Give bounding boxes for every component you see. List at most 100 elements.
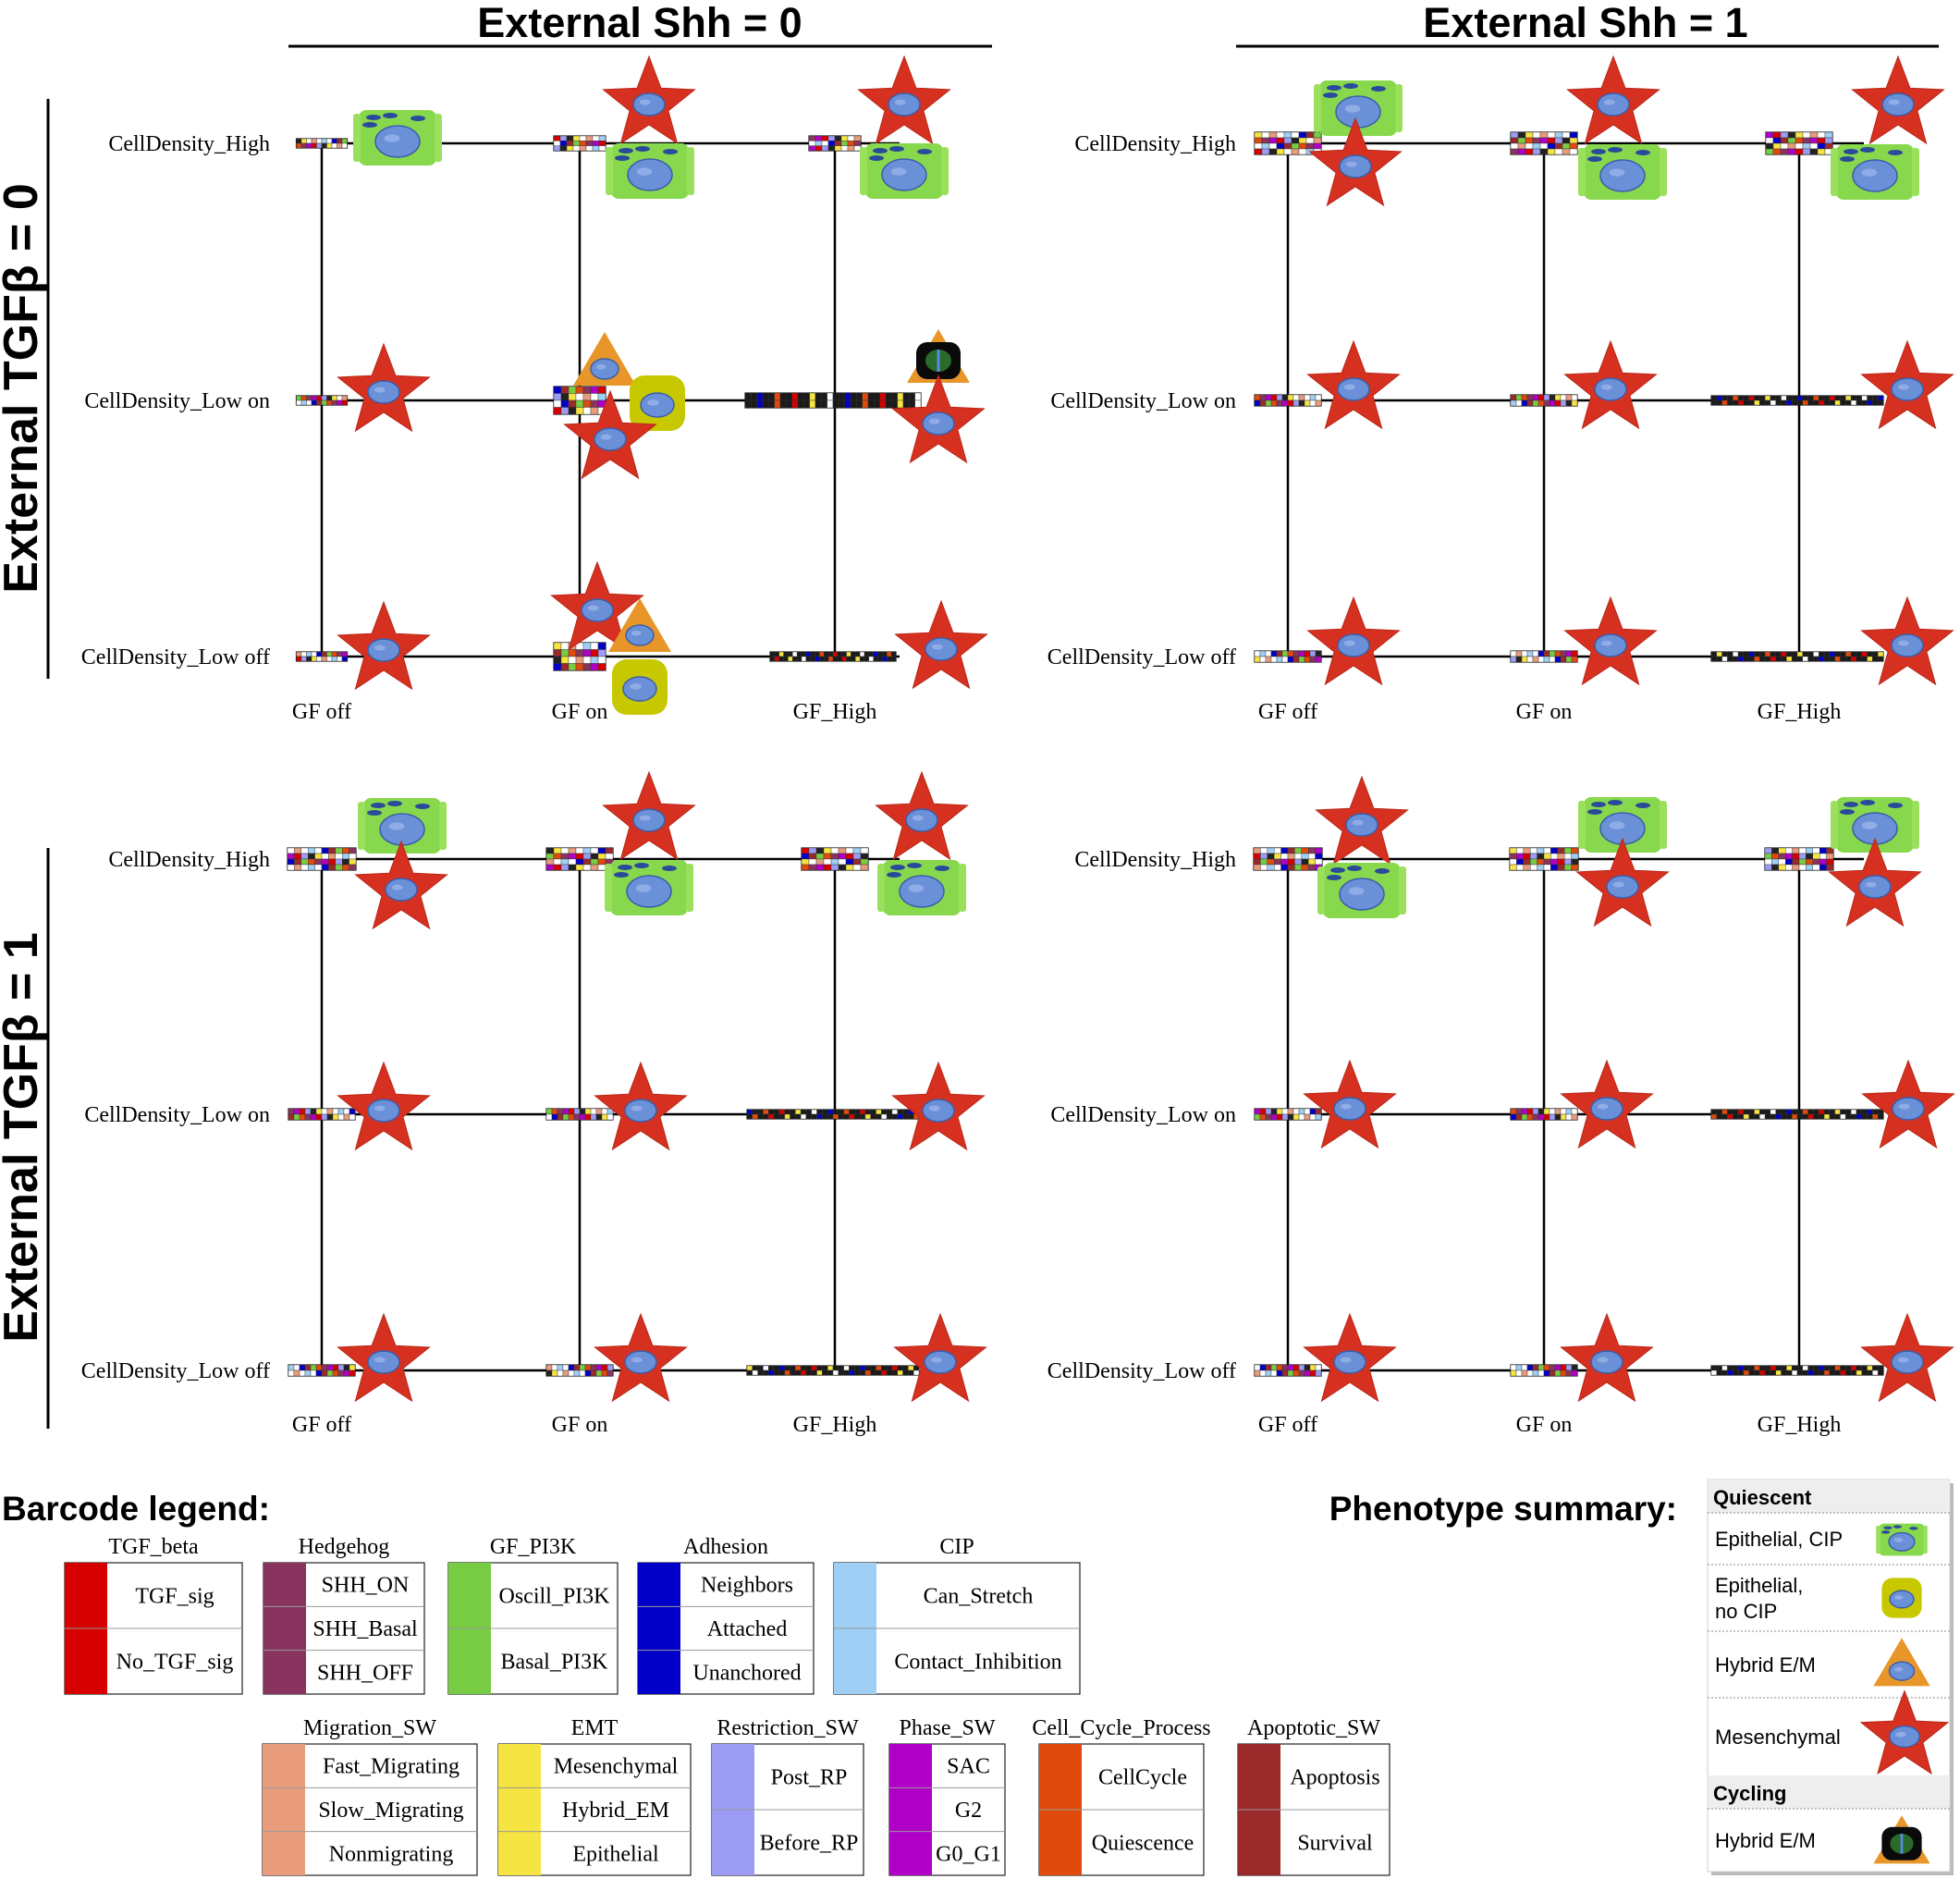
- barcode-cell: [560, 656, 570, 664]
- barcode-cell: [1292, 1369, 1300, 1377]
- barcode-cell: [1515, 656, 1523, 663]
- barcode-cell: [1273, 864, 1281, 871]
- barcode-cell: [1301, 864, 1309, 871]
- junction-shape: [1888, 803, 1903, 808]
- barcode-cell: [343, 1364, 350, 1371]
- barcode-cell: [1298, 656, 1305, 663]
- barcode-cell: [1829, 1113, 1835, 1120]
- state-node: [1254, 80, 1403, 207]
- barcode-cell: [1298, 131, 1307, 139]
- barcode-cell: [553, 393, 562, 401]
- barcode-cell: [897, 392, 904, 401]
- barcode-cell: [573, 1113, 581, 1121]
- barcode-cell: [815, 858, 825, 866]
- barcode-cell: [1532, 137, 1541, 144]
- barcode-cell: [575, 407, 584, 415]
- barcode-cell: [1867, 399, 1873, 406]
- gf-label: GF off: [292, 700, 351, 724]
- nucleus-highlight: [1345, 161, 1357, 167]
- barcode-cell: [332, 1369, 339, 1377]
- barcode-cell: [1569, 137, 1578, 144]
- barcode-cell: [1754, 395, 1760, 401]
- barcode-cell: [1287, 858, 1295, 866]
- barcode-cell: [1569, 131, 1578, 139]
- barcode-cell: [326, 656, 333, 662]
- barcode-cell: [1737, 1369, 1745, 1376]
- barcode-cell: [294, 847, 301, 854]
- barcode-cell: [1537, 1113, 1545, 1121]
- junction-shape: [618, 865, 632, 870]
- barcode-cell: [1571, 656, 1578, 663]
- barcode-cell: [1759, 1369, 1766, 1376]
- barcode-cell: [1516, 858, 1525, 866]
- barcode-glyph: [808, 135, 862, 152]
- barcode-cell: [1856, 651, 1862, 657]
- barcode-cell: [886, 1365, 893, 1371]
- barcode-cell: [1304, 394, 1311, 401]
- barcode-cell: [774, 392, 781, 401]
- junction-shape: [614, 872, 629, 878]
- barcode-cell: [784, 1369, 790, 1376]
- barcode-cell: [876, 1369, 882, 1376]
- barcode-cell: [1840, 1365, 1846, 1371]
- barcode-cell: [1802, 142, 1811, 150]
- barcode-cell: [1554, 1113, 1562, 1121]
- barcode-cell: [553, 847, 562, 854]
- barcode-cell: [859, 656, 865, 662]
- barcode-cell: [1521, 656, 1528, 663]
- barcode-cell: [1737, 656, 1745, 662]
- barcode-cell: [590, 656, 599, 664]
- barcode-cell: [1856, 656, 1862, 662]
- barcode-cell: [1569, 148, 1578, 155]
- state-node: [769, 599, 988, 690]
- legend-state-label: Oscill_PI3K: [499, 1585, 611, 1609]
- barcode-cell: [1850, 656, 1857, 662]
- cell-edge-shape: [1831, 801, 1838, 849]
- barcode-cell: [1819, 853, 1827, 860]
- state-node: [801, 770, 969, 915]
- barcode-cell: [803, 399, 810, 409]
- barcode-cell: [1283, 142, 1292, 150]
- barcode-cell: [1537, 656, 1545, 663]
- barcode-cell: [823, 858, 832, 866]
- state-node: [1765, 55, 1945, 200]
- barcode-cell: [1812, 847, 1820, 854]
- barcode-cell: [815, 847, 825, 854]
- barcode-glyph: [1765, 131, 1833, 155]
- barcode-cell: [1754, 1113, 1760, 1120]
- barcode-cell: [1276, 650, 1283, 657]
- barcode-cell: [1872, 1369, 1879, 1376]
- barcode-glyph: [746, 1365, 920, 1376]
- cell-edge-shape: [1876, 1525, 1880, 1554]
- barcode-cell: [597, 656, 606, 664]
- barcode-cell: [1315, 858, 1323, 866]
- barcode-cell: [881, 1109, 888, 1115]
- barcode-cell: [791, 392, 799, 401]
- nucleus-shape: [367, 1099, 400, 1123]
- barcode-cell: [1754, 656, 1760, 662]
- barcode-cell: [1834, 1109, 1841, 1115]
- cell-edge-shape: [1912, 801, 1919, 849]
- cell-edge-shape: [959, 864, 966, 912]
- barcode-cell: [1523, 864, 1531, 871]
- barcode-cell: [1770, 1369, 1776, 1376]
- barcode-cell: [1877, 399, 1884, 406]
- density-label: CellDensity_Low on: [1050, 389, 1236, 413]
- barcode-cell: [819, 656, 825, 662]
- barcode-cell: [1872, 651, 1879, 657]
- mesenchymal-icon: [1566, 55, 1660, 145]
- mesenchymal-icon: [1308, 117, 1403, 207]
- barcode-cell: [1529, 864, 1537, 871]
- cell-edge-shape: [1317, 866, 1325, 915]
- barcode-cell: [1796, 1365, 1804, 1371]
- barcode-cell: [1764, 1369, 1771, 1376]
- barcode-cell: [288, 1113, 295, 1121]
- state-node: [744, 329, 986, 464]
- legend-state-label: Quiescence: [1092, 1832, 1194, 1856]
- barcode-cell: [1787, 131, 1796, 139]
- barcode-cell: [1254, 131, 1263, 139]
- mesenchymal-icon: [337, 600, 431, 691]
